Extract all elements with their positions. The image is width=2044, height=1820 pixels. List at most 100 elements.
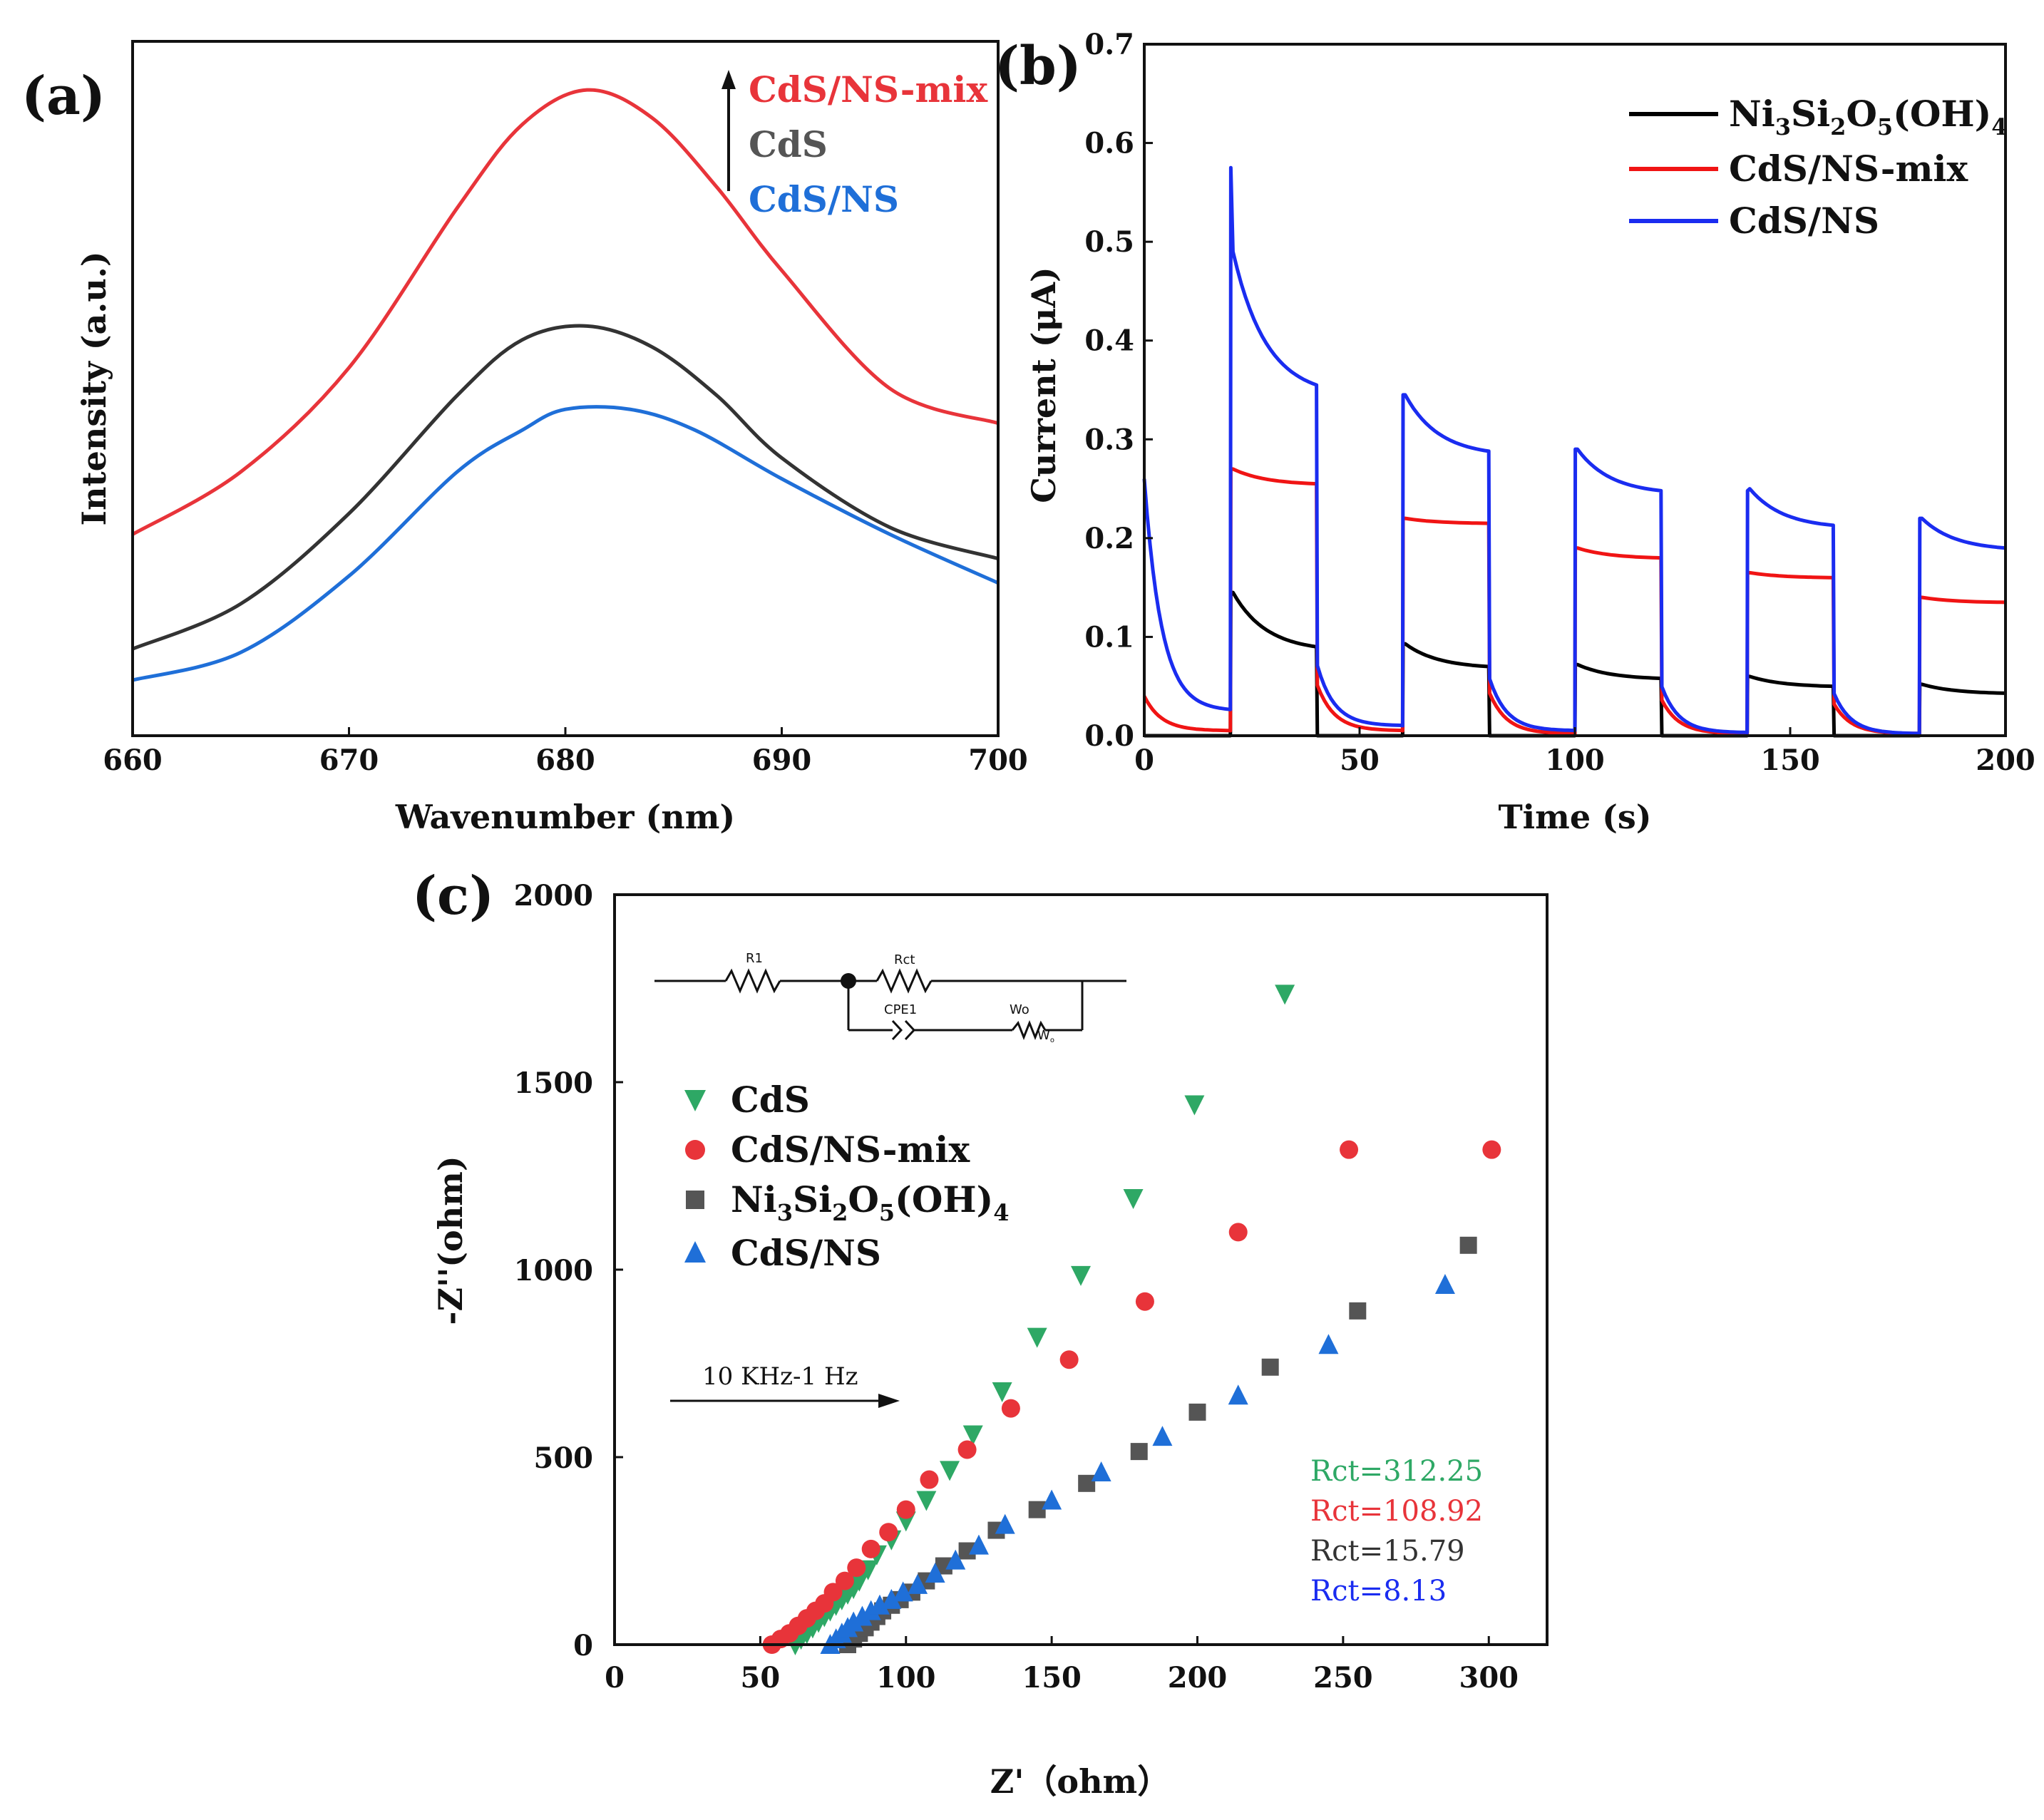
panel-c-legend-ni3si2o5oh4: Ni3Si2O5(OH)4 <box>731 1178 1010 1226</box>
xtick-label: 660 <box>103 744 163 777</box>
panel-a-ylabel: Intensity (a.u.) <box>75 251 113 525</box>
point-cds <box>1275 984 1295 1005</box>
panel-a-legend-cds-ns-mix: CdS/NS-mix <box>749 68 988 110</box>
ytick-label: 1500 <box>514 1066 593 1100</box>
point-cds <box>992 1382 1012 1402</box>
ytick-label: 500 <box>534 1441 594 1475</box>
curve-cds-ns-mix <box>1142 467 2006 736</box>
panel-c-legend-cds-ns: CdS/NS <box>731 1232 881 1274</box>
legend-marker-cds-ns-mix <box>685 1140 705 1160</box>
panel-a-arrow-head <box>721 70 736 89</box>
panel-a-label: (a) <box>21 66 106 127</box>
panel-a-legend-cds-ns: CdS/NS <box>749 178 899 220</box>
point-ni3si2o5-oh-4 <box>1028 1501 1046 1518</box>
rct-values: Rct=312.25 Rct=108.92 Rct=15.79 Rct=8.13 <box>1310 1455 1483 1608</box>
point-cds-ns <box>843 1611 864 1632</box>
circuit-label-w-symbol: Wo <box>1037 1028 1054 1044</box>
panel-c-ticks: 0 50 100 150 200 250 300 0 500 1000 1500 2000 <box>514 879 1519 1695</box>
rct-label: Rct=15.79 <box>1310 1535 1465 1568</box>
panel-a: (a) 660 670 680 690 700 Wavenumber (nm) Inte… <box>21 40 1028 836</box>
frequency-arrow-head <box>878 1394 900 1408</box>
point-cds-ns-mix <box>1228 1223 1248 1242</box>
ytick-label: 2000 <box>514 879 593 912</box>
panel-c: (c) 0 50 100 150 200 250 300 0 500 1000 1500 2000 Z… <box>412 865 1549 1801</box>
panel-c-ylabel: -Z''(ohm) <box>431 1156 470 1325</box>
point-cds-ns <box>908 1573 928 1594</box>
point-cds <box>940 1461 960 1481</box>
ytick-label: 0.0 <box>1084 719 1134 753</box>
point-ni3si2o5-oh-4 <box>1130 1443 1148 1461</box>
panel-b-legend-cds-ns: CdS/NS <box>1729 200 1879 242</box>
point-cds <box>1071 1265 1091 1286</box>
point-cds-ns <box>945 1549 966 1570</box>
point-cds-ns-mix <box>823 1583 843 1602</box>
xtick-label: 700 <box>968 744 1028 777</box>
panel-c-legend-cds-ns-mix: CdS/NS-mix <box>731 1128 970 1171</box>
rct-label: Rct=8.13 <box>1310 1575 1447 1608</box>
resistor-rct <box>875 968 933 994</box>
curve-cds-ns <box>1142 165 2006 736</box>
panel-c-points <box>762 984 1501 1655</box>
point-cds-ns <box>852 1605 873 1626</box>
panel-b-legend-ni3si2o5oh4: Ni3Si2O5(OH)4 <box>1729 93 2008 140</box>
panel-b-xlabel: Time (s) <box>1498 798 1651 836</box>
frequency-annotation: 10 KHz-1 Hz <box>702 1362 858 1391</box>
cpe-element <box>891 1019 903 1041</box>
xtick-label: 670 <box>319 744 379 777</box>
panel-a-frame <box>131 40 1000 737</box>
point-ni3si2o5-oh-4 <box>1459 1236 1477 1254</box>
point-cds-ns <box>995 1513 1015 1534</box>
curve-cds <box>132 324 999 651</box>
panel-a-legend-cds: CdS <box>749 123 828 165</box>
xtick-label: 150 <box>1022 1661 1082 1695</box>
point-cds-ns-mix <box>1001 1399 1020 1418</box>
xtick-label: 200 <box>1976 744 2035 777</box>
point-cds-ns-mix <box>879 1523 898 1542</box>
equivalent-circuit <box>654 968 1126 1041</box>
point-cds-ns <box>968 1534 989 1555</box>
point-cds-ns-mix <box>1340 1140 1359 1159</box>
panel-b-label: (b) <box>995 36 1082 97</box>
legend-marker-ni3si2o5-oh-4 <box>686 1191 704 1209</box>
xtick-label: 150 <box>1760 744 1820 777</box>
point-cds-ns-mix <box>835 1571 854 1590</box>
panel-c-legend-cds: CdS <box>731 1079 810 1121</box>
circuit-label-r1: R1 <box>746 951 763 966</box>
circuit-label-wo: Wo <box>1010 1002 1029 1017</box>
panel-b-legend-cds-ns-mix: CdS/NS-mix <box>1729 148 1968 190</box>
point-cds-ns <box>893 1581 913 1602</box>
point-cds-ns <box>881 1588 902 1609</box>
xtick-label: 100 <box>876 1661 936 1695</box>
point-cds-ns <box>1152 1426 1173 1446</box>
panel-c-label: (c) <box>412 865 494 927</box>
point-cds <box>1123 1189 1144 1210</box>
point-cds-ns-mix <box>920 1470 939 1489</box>
ytick-label: 0.3 <box>1084 423 1134 456</box>
panel-b-curves <box>1142 165 2006 738</box>
panel-b-ylabel: Current (μA) <box>1024 267 1063 503</box>
curve-cds-ns <box>132 405 1000 682</box>
panel-a-xlabel: Wavenumber (nm) <box>395 798 735 836</box>
point-cds <box>1027 1327 1047 1348</box>
curve-cds-ns-mix <box>131 88 999 536</box>
ytick-label: 1000 <box>514 1254 593 1287</box>
point-cds <box>962 1425 983 1446</box>
xtick-label: 50 <box>1340 744 1380 777</box>
resistor-r1 <box>724 968 781 994</box>
panel-b-ticks: 0 50 100 150 200 0.0 0.1 0.2 0.3 0.4 0.5 0.6 0.7 <box>1084 28 2035 777</box>
legend-marker-cds-ns <box>684 1241 706 1263</box>
ytick-label: 0.4 <box>1084 324 1134 358</box>
rct-label: Rct=312.25 <box>1310 1455 1483 1488</box>
warburg-element <box>1011 1019 1047 1041</box>
circuit-node <box>841 973 856 989</box>
point-cds <box>916 1491 937 1511</box>
point-cds-ns-mix <box>896 1500 915 1519</box>
point-cds-ns <box>1228 1384 1248 1405</box>
xtick-label: 690 <box>752 744 812 777</box>
point-cds-ns-mix <box>957 1440 977 1459</box>
point-cds-ns-mix <box>1059 1350 1079 1369</box>
point-cds-ns-mix <box>1135 1292 1154 1311</box>
xtick-label: 250 <box>1313 1661 1373 1695</box>
point-ni3si2o5-oh-4 <box>1349 1302 1367 1320</box>
point-ni3si2o5-oh-4 <box>1261 1358 1279 1376</box>
